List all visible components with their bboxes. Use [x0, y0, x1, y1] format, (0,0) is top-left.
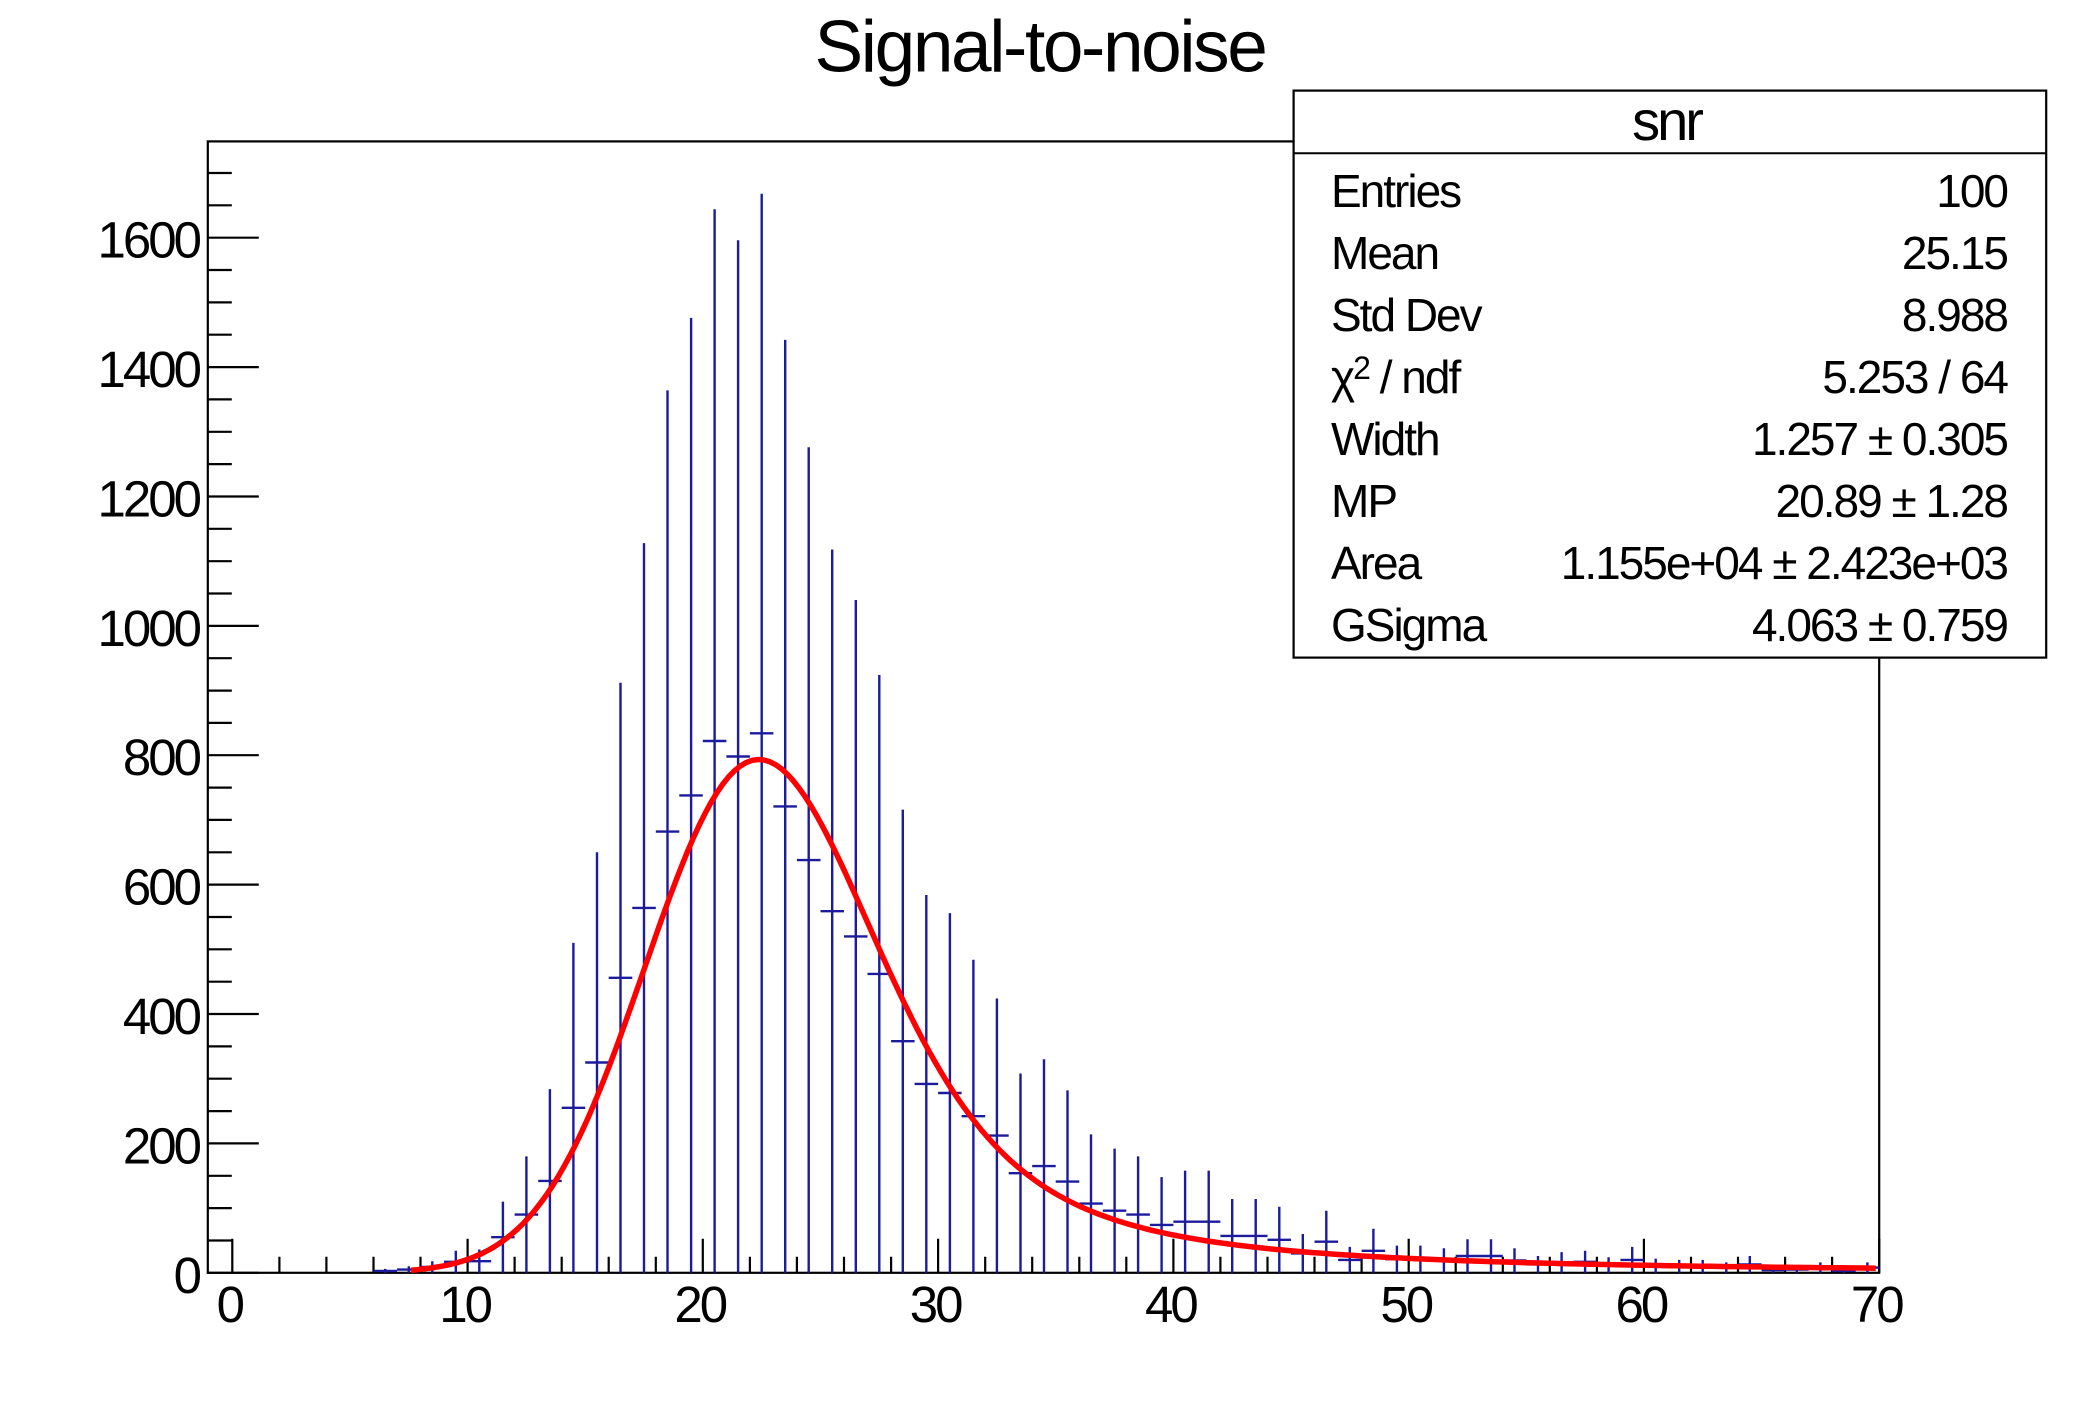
svg-text:50: 50: [1380, 1276, 1432, 1333]
svg-text:25.15: 25.15: [1902, 227, 2008, 279]
svg-text:1200: 1200: [98, 471, 201, 528]
svg-text:8.988: 8.988: [1902, 289, 2008, 341]
svg-text:4.063 ± 0.759: 4.063 ± 0.759: [1752, 599, 2007, 651]
svg-text:Std Dev: Std Dev: [1331, 289, 1483, 341]
svg-text:1600: 1600: [98, 212, 201, 269]
svg-text:χ2 / ndf: χ2 / ndf: [1331, 350, 1461, 403]
svg-text:1000: 1000: [98, 600, 201, 657]
svg-text:800: 800: [123, 729, 201, 786]
svg-text:400: 400: [123, 988, 201, 1045]
svg-text:10: 10: [439, 1276, 491, 1333]
svg-text:snr: snr: [1632, 89, 1703, 152]
svg-text:GSigma: GSigma: [1331, 599, 1488, 651]
svg-text:20.89 ± 1.28: 20.89 ± 1.28: [1776, 475, 2008, 527]
svg-text:Area: Area: [1331, 537, 1423, 589]
svg-text:0: 0: [217, 1276, 244, 1333]
svg-text:40: 40: [1145, 1276, 1197, 1333]
svg-text:60: 60: [1616, 1276, 1668, 1333]
svg-text:MP: MP: [1331, 475, 1396, 527]
svg-text:600: 600: [123, 859, 201, 916]
svg-text:70: 70: [1851, 1276, 1903, 1333]
svg-text:30: 30: [910, 1276, 962, 1333]
svg-text:Width: Width: [1331, 413, 1439, 465]
svg-text:0: 0: [174, 1247, 201, 1304]
svg-text:Mean: Mean: [1331, 227, 1438, 279]
svg-text:1400: 1400: [98, 341, 201, 398]
svg-text:1.257 ± 0.305: 1.257 ± 0.305: [1752, 413, 2007, 465]
svg-text:Entries: Entries: [1331, 165, 1461, 217]
svg-text:200: 200: [123, 1117, 201, 1174]
svg-text:5.253 / 64: 5.253 / 64: [1822, 351, 2008, 403]
svg-text:1.155e+04 ± 2.423e+03: 1.155e+04 ± 2.423e+03: [1561, 537, 2008, 589]
svg-text:20: 20: [674, 1276, 726, 1333]
svg-text:100: 100: [1936, 165, 2007, 217]
svg-text:Signal-to-noise: Signal-to-noise: [815, 6, 1266, 87]
